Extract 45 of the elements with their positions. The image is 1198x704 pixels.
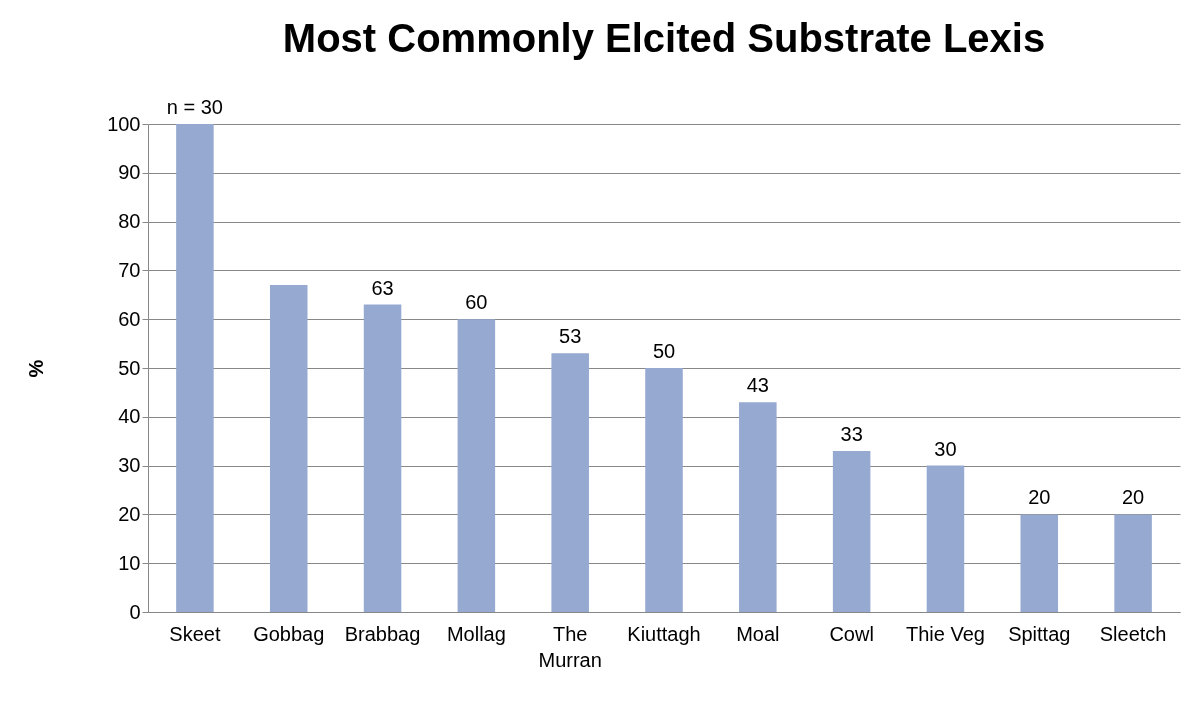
bar <box>1020 514 1059 612</box>
bar <box>1114 514 1152 612</box>
y-tick-label: 80 <box>118 210 141 233</box>
x-tick-label: Brabbag <box>344 622 421 645</box>
data-label: 20 <box>1028 486 1051 509</box>
x-tick-label: Skeet <box>169 622 221 645</box>
x-tick-label: Cowl <box>829 622 874 645</box>
bar <box>176 124 214 612</box>
bar <box>269 285 308 612</box>
bar <box>363 304 402 612</box>
data-label: 20 <box>1121 486 1145 509</box>
y-axis-title: % <box>25 359 48 378</box>
data-label: 60 <box>465 291 488 314</box>
data-label: 43 <box>746 374 769 397</box>
x-tick-label: Gobbag <box>253 622 325 645</box>
bar <box>645 368 683 612</box>
y-tick-label: 10 <box>118 551 141 574</box>
y-tick-label: 90 <box>118 161 141 184</box>
bar <box>551 353 589 612</box>
data-label: 33 <box>840 422 863 445</box>
data-label: 63 <box>371 276 394 299</box>
x-tick-label: Mollag <box>446 622 506 645</box>
y-tick-label: 30 <box>118 454 141 477</box>
x-tick-label: Spittag <box>1008 622 1071 645</box>
bar <box>739 402 777 612</box>
annotation: n = 30 <box>166 96 223 118</box>
y-tick-label: 20 <box>118 502 141 525</box>
y-tick-label: 100 <box>107 112 141 135</box>
chart-title: Most Commonly Elcited Substrate Lexis <box>282 16 1046 60</box>
y-tick-label: 40 <box>118 405 141 428</box>
x-tick-label: Thie Veg <box>905 622 985 645</box>
y-tick-label: 50 <box>118 356 141 379</box>
data-label: 50 <box>652 340 676 362</box>
bar <box>832 450 871 612</box>
y-tick-label: 60 <box>118 307 141 330</box>
y-tick-label: 70 <box>118 258 141 281</box>
x-tick-label: Kiuttagh <box>627 622 701 645</box>
data-label: 30 <box>934 437 957 460</box>
x-tick-label: The Murran <box>538 622 602 671</box>
bar <box>457 319 496 612</box>
data-label: 53 <box>559 325 582 348</box>
x-tick-label: Moal <box>736 622 780 645</box>
x-tick-label: Sleetch <box>1099 622 1167 645</box>
bar <box>926 465 965 612</box>
y-tick-label: 0 <box>129 600 141 623</box>
